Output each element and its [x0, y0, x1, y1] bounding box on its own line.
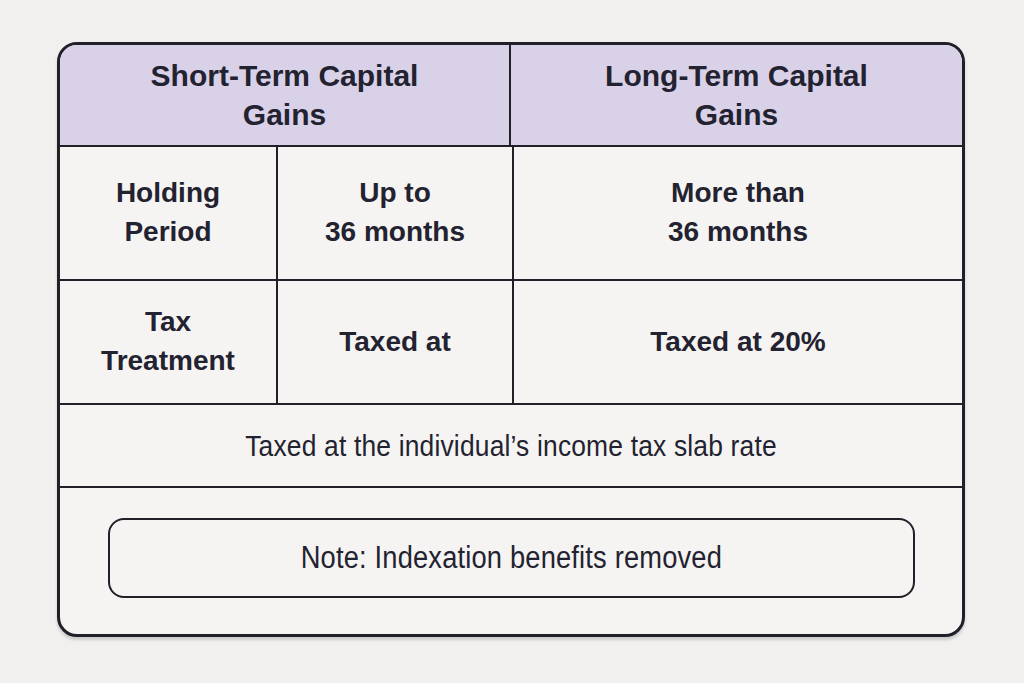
- row-label-holding-period: Holding Period: [60, 147, 278, 279]
- table-row-holding-period: Holding Period Up to 36 months More than…: [60, 147, 962, 281]
- note-text: Note: Indexation benefits removed: [300, 540, 721, 576]
- row-label-tax-treatment: Tax Treatment: [60, 281, 278, 403]
- cell-long-term-tax-treatment: Taxed at 20%: [514, 281, 962, 403]
- cell-long-term-holding-period: More than 36 months: [514, 147, 962, 279]
- note-section: Note: Indexation benefits removed: [60, 488, 962, 634]
- cell-short-term-tax-treatment: Taxed at: [278, 281, 514, 403]
- header-short-term-capital-gains: Short-Term Capital Gains: [60, 45, 511, 145]
- infographic-canvas: Short-Term Capital Gains Long-Term Capit…: [0, 0, 1024, 683]
- header-long-term-capital-gains: Long-Term Capital Gains: [511, 45, 962, 145]
- slab-rate-text: Taxed at the individual’s income tax sla…: [245, 429, 777, 463]
- table-row-tax-treatment: Tax Treatment Taxed at Taxed at 20%: [60, 281, 962, 405]
- table-row-slab-rate: Taxed at the individual’s income tax sla…: [60, 405, 962, 488]
- cell-short-term-holding-period: Up to 36 months: [278, 147, 514, 279]
- table-header-row: Short-Term Capital Gains Long-Term Capit…: [60, 45, 962, 147]
- note-box: Note: Indexation benefits removed: [108, 518, 915, 598]
- capital-gains-comparison-table: Short-Term Capital Gains Long-Term Capit…: [57, 42, 965, 637]
